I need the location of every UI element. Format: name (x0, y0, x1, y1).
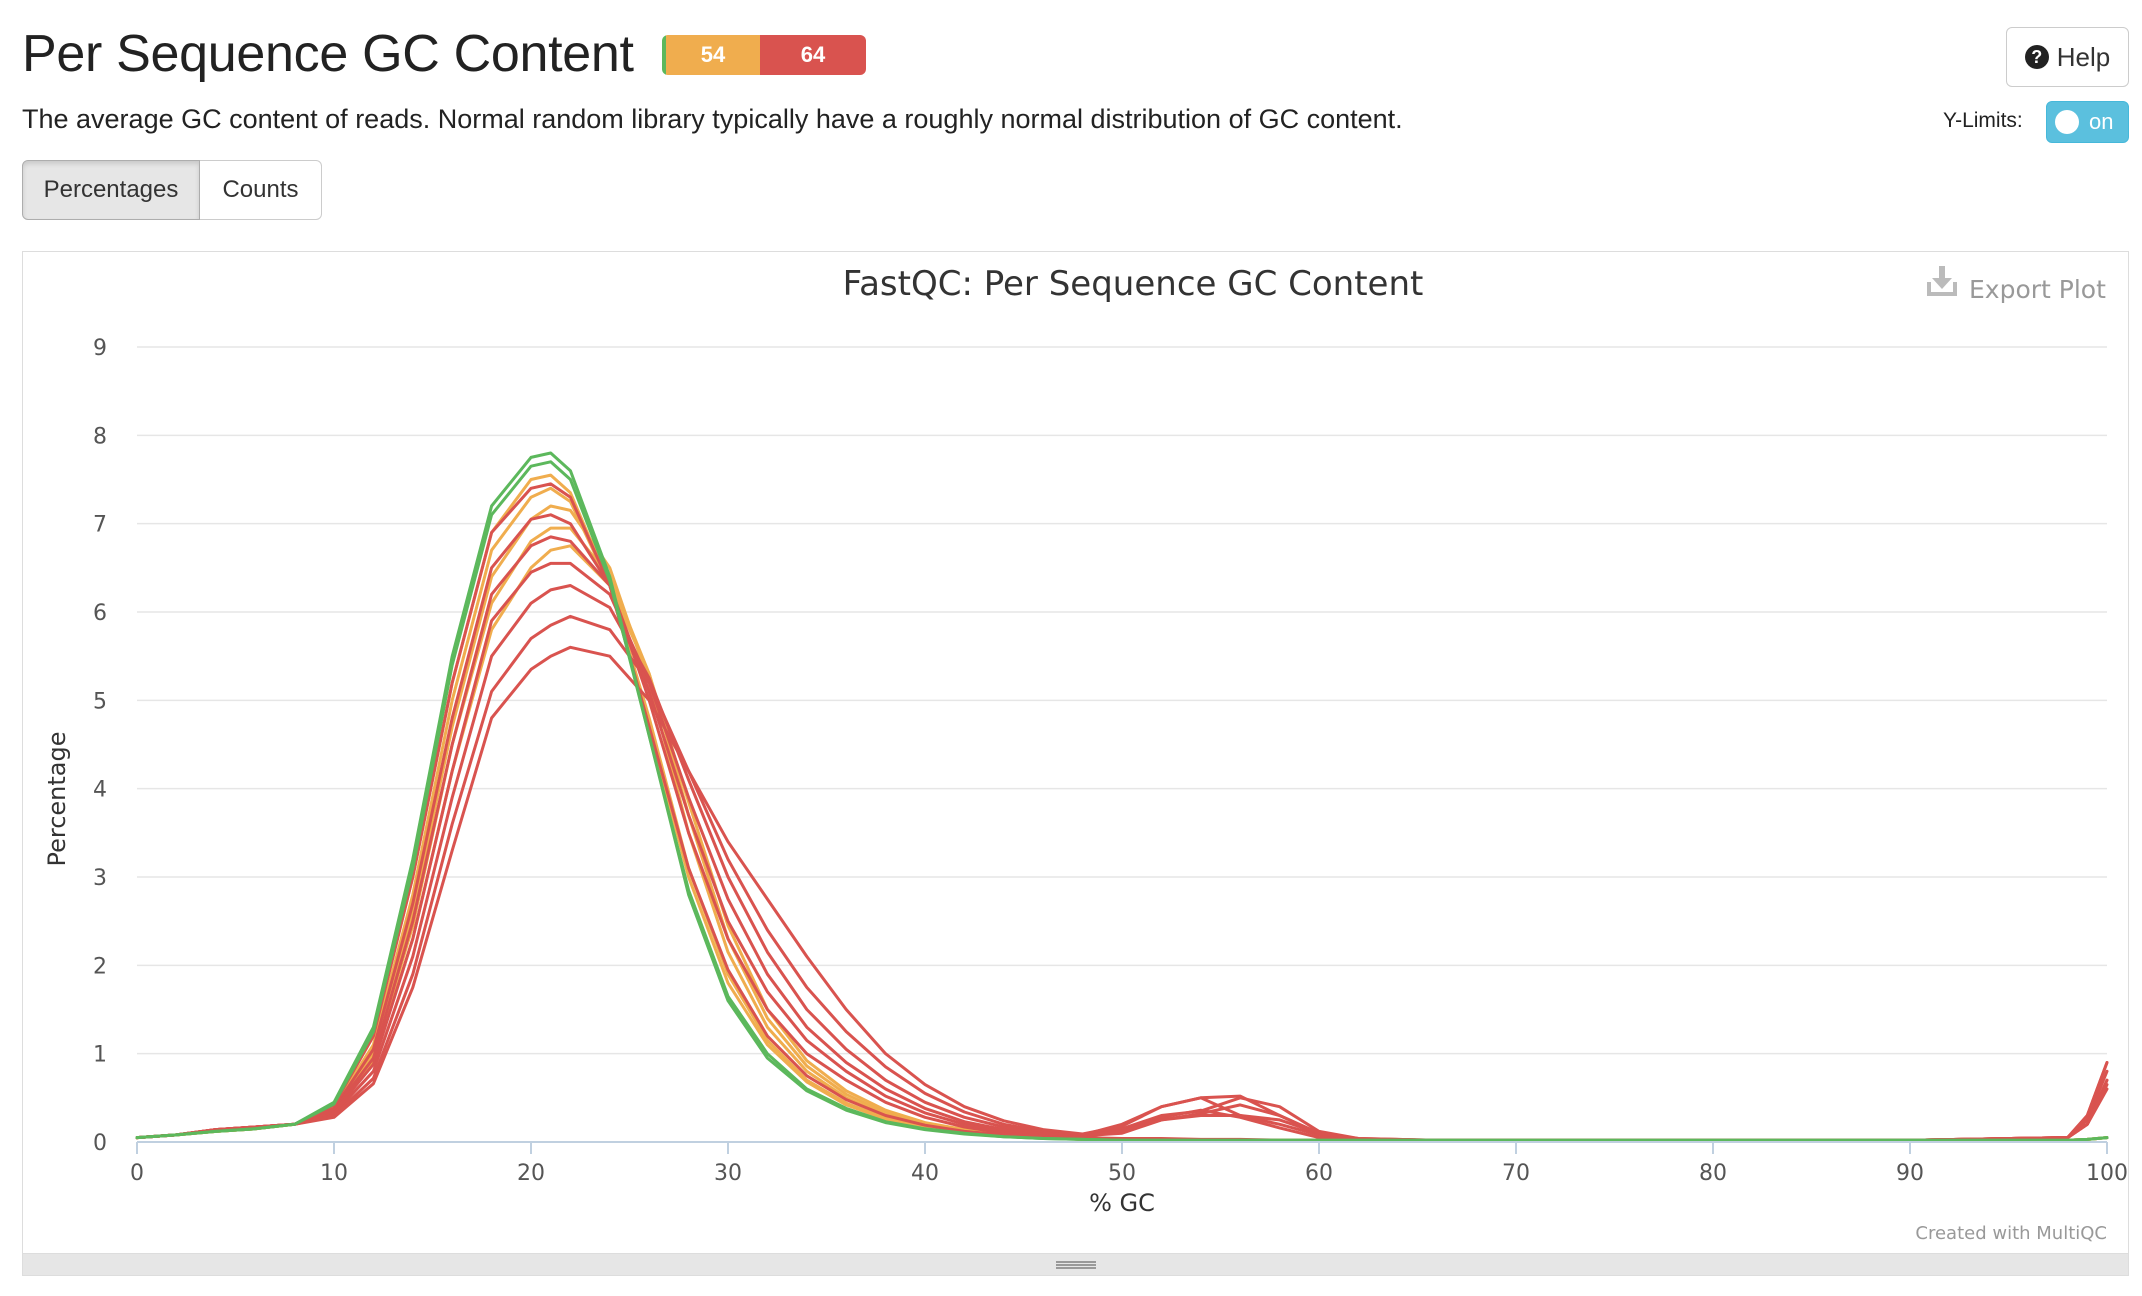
y-tick-label: 9 (93, 336, 107, 361)
help-button-label: Help (2056, 41, 2111, 72)
grip-icon (1055, 1260, 1096, 1269)
y-tick-label: 8 (93, 424, 107, 449)
x-tick-label: 10 (320, 1161, 348, 1186)
gc-content-chart: FastQC: Per Sequence GC Content Export P… (43, 264, 2128, 1244)
chart-series (135, 451, 2109, 1142)
status-badges: 54 64 (662, 35, 866, 75)
x-tick-label: 40 (911, 1161, 939, 1186)
tab-percentages[interactable]: Percentages (22, 160, 200, 220)
y-tick-label: 4 (93, 778, 107, 803)
toggle-knob (2055, 110, 2079, 134)
x-tick-label: 100 (2086, 1161, 2128, 1186)
x-tick-label: 60 (1305, 1161, 1333, 1186)
x-tick-label: 50 (1108, 1161, 1136, 1186)
y-tick-label: 5 (93, 689, 107, 714)
x-tick-label: 30 (714, 1161, 742, 1186)
tab-counts[interactable]: Counts (200, 160, 322, 220)
chart-title: FastQC: Per Sequence GC Content (843, 264, 1424, 304)
x-axis-label: % GC (1089, 1189, 1155, 1217)
status-badge-pass[interactable] (662, 35, 666, 75)
plot-container: FastQC: Per Sequence GC Content Export P… (22, 251, 2129, 1276)
ylimits-label: Y-Limits: (1943, 109, 2023, 132)
multiqc-credit: Created with MultiQC (1915, 1223, 2107, 1244)
section-description: The average GC content of reads. Normal … (22, 104, 1403, 134)
plot-resize-handle[interactable] (22, 1253, 2129, 1276)
data-view-tabs: Percentages Counts (22, 160, 322, 220)
y-tick-label: 1 (93, 1043, 107, 1068)
x-tick-label: 90 (1896, 1161, 1924, 1186)
x-axis-ticks: 0 10 20 30 40 50 60 70 80 90 100 (130, 1142, 2128, 1186)
question-circle-icon: ? (2024, 45, 2049, 69)
series-line-warn-6[interactable] (135, 544, 2109, 1142)
x-tick-label: 0 (130, 1161, 144, 1186)
page-title: Per Sequence GC Content (22, 25, 634, 83)
x-tick-label: 80 (1699, 1161, 1727, 1186)
download-icon (1927, 266, 1957, 296)
series-line-fail-11[interactable] (135, 584, 2109, 1142)
status-badge-fail[interactable]: 64 (760, 35, 866, 75)
y-tick-label: 2 (93, 954, 107, 979)
series-line-warn-4[interactable] (135, 504, 2109, 1142)
help-button[interactable]: ? Help (2006, 27, 2129, 87)
y-axis-ticks: 0 1 2 3 4 5 6 7 8 9 (93, 336, 107, 1156)
y-tick-label: 0 (93, 1131, 107, 1156)
y-tick-label: 6 (93, 601, 107, 626)
export-plot-button[interactable]: Export Plot (1927, 266, 2106, 304)
series-line-fail-9[interactable] (135, 535, 2109, 1142)
series-line-pass-1[interactable] (135, 460, 2109, 1142)
toggle-label: on (2089, 109, 2114, 134)
ylimits-toggle[interactable]: on (2046, 101, 2129, 143)
export-plot-label: Export Plot (1969, 275, 2106, 304)
chart-grid (137, 346, 2107, 1055)
x-tick-label: 20 (517, 1161, 545, 1186)
status-badge-warn[interactable]: 54 (666, 35, 760, 75)
y-axis-label: Percentage (43, 731, 71, 866)
y-tick-label: 3 (93, 866, 107, 891)
x-tick-label: 70 (1502, 1161, 1530, 1186)
y-tick-label: 7 (93, 513, 107, 538)
